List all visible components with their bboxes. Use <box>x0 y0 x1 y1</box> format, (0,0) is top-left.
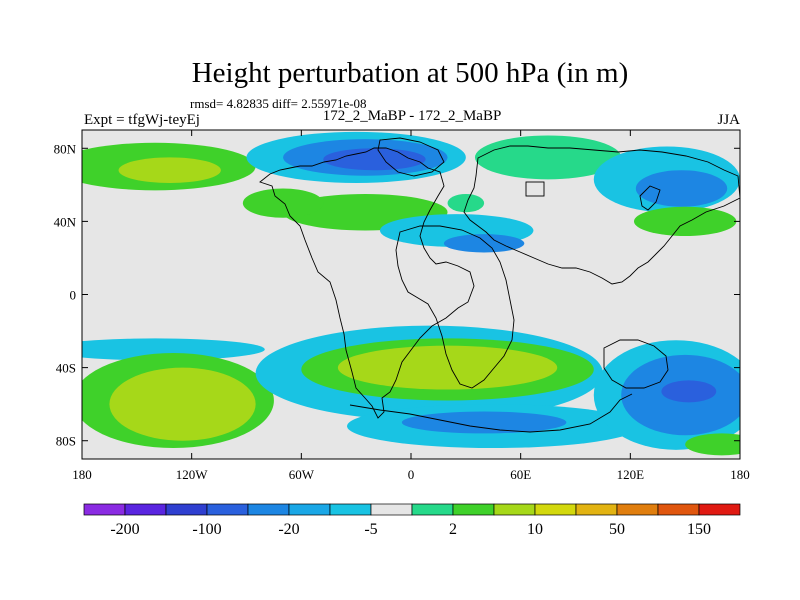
x-tick-label: 60W <box>289 467 315 482</box>
colorbar-label: 10 <box>527 521 543 538</box>
contour-field-1 <box>118 157 221 184</box>
colorbar-swatch <box>329 503 372 516</box>
chart-subtitle: 172_2_MaBP - 172_2_MaBP <box>323 108 502 124</box>
plot-area <box>82 130 740 459</box>
colorbar-swatch <box>534 503 577 516</box>
colorbar <box>83 503 741 516</box>
coastline-eurasia <box>463 145 740 285</box>
x-tick-label: 0 <box>408 467 415 482</box>
contour-field-25 <box>685 433 740 456</box>
x-tick-label: 120W <box>176 467 209 482</box>
coastline-antarctica <box>349 393 633 433</box>
y-tick-label: 40N <box>54 214 77 229</box>
colorbar-swatch <box>616 503 659 516</box>
chart-title: Height perturbation at 500 hPa (in m) <box>192 57 629 89</box>
contour-field-9 <box>242 188 324 218</box>
x-tick-label: 180 <box>72 467 92 482</box>
coastline-americas <box>259 147 475 419</box>
coastline-japan <box>639 185 661 211</box>
colorbar-label: -100 <box>192 521 221 538</box>
colorbar-label: -5 <box>364 521 377 538</box>
coastline-greenland <box>377 137 445 177</box>
contour-field-24 <box>661 380 717 403</box>
colorbar-swatch <box>206 503 249 516</box>
x-tick-label: 60E <box>510 467 531 482</box>
colorbar-swatch <box>493 503 536 516</box>
coastline-australia <box>603 339 669 389</box>
colorbar-swatch <box>698 503 741 516</box>
y-axis: 80N 40N 0 40S 80S <box>54 141 740 449</box>
contour-field-5 <box>474 135 622 180</box>
colorbar-swatch <box>247 503 290 516</box>
contour-field-7 <box>635 170 728 207</box>
stats-label: rmsd= 4.82835 diff= 2.55971e-08 <box>190 96 367 111</box>
colorbar-label: 150 <box>687 521 711 538</box>
y-tick-label: 80N <box>54 141 77 156</box>
contour-fields <box>82 131 740 456</box>
colorbar-swatch <box>370 503 413 516</box>
contour-field-12 <box>447 193 485 213</box>
colorbar-swatch <box>165 503 208 516</box>
x-tick-label: 180 <box>730 467 750 482</box>
x-axis: 180 120W 60W 0 60E 120E 180 <box>72 130 750 482</box>
colorbar-swatch <box>452 503 495 516</box>
contour-field-16 <box>109 367 256 441</box>
season-label: JJA <box>717 112 740 128</box>
contour-field-19 <box>337 345 558 390</box>
contour-field-4 <box>323 148 426 171</box>
y-tick-label: 80S <box>56 434 76 449</box>
experiment-label: Expt = tfgWj-teyEj <box>84 112 200 128</box>
contour-field-21 <box>401 411 567 434</box>
colorbar-swatch <box>411 503 454 516</box>
colorbar-label: -200 <box>110 521 139 538</box>
coastline-outlines <box>259 137 740 433</box>
colorbar-swatch <box>124 503 167 516</box>
colorbar-swatch <box>657 503 700 516</box>
colorbar-swatch <box>288 503 331 516</box>
colorbar-swatch <box>575 503 618 516</box>
contour-field-11 <box>443 234 525 253</box>
coastline-island <box>525 181 545 197</box>
colorbar-label: -20 <box>278 521 299 538</box>
colorbar-label: 2 <box>449 521 457 538</box>
contour-field-14 <box>82 338 265 361</box>
contour-field-13 <box>633 206 737 237</box>
colorbar-swatch <box>83 503 126 516</box>
x-tick-label: 120E <box>617 467 645 482</box>
colorbar-label: 50 <box>609 521 625 538</box>
y-tick-label: 0 <box>70 288 77 303</box>
colorbar-labels: -200 -100 -20 -5 2 10 50 150 <box>110 521 711 538</box>
coastline-africa <box>395 225 515 389</box>
y-tick-label: 40S <box>56 361 76 376</box>
